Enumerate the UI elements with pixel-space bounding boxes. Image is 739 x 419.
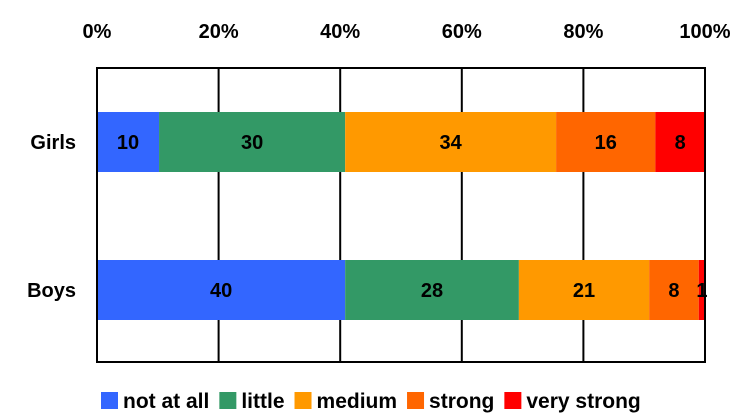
x-tick-label: 80%: [563, 21, 603, 43]
legend-swatch-little: [219, 392, 237, 409]
bar-segment-boys-little: [345, 260, 519, 320]
data-label: 40: [210, 280, 232, 302]
legend-swatch-medium: [294, 392, 312, 409]
labels-layer: 10 30 34 16 840 28 21 8 1: [117, 132, 708, 302]
data-label: 1: [696, 280, 707, 302]
legend-label-not-at-all: not at all: [123, 390, 209, 413]
legend-label-little: little: [241, 390, 284, 413]
legend-label-very-strong: very strong: [526, 390, 640, 413]
bar-segment-girls-very-strong: [655, 112, 705, 172]
category-label-boys: Boys: [27, 280, 76, 302]
bar-segment-girls-strong: [556, 112, 656, 172]
axis-layer: 0% 20% 40% 60% 80% 100% Girls Boys: [27, 21, 731, 363]
legend-label-strong: strong: [429, 390, 494, 413]
legend-swatch-very-strong: [504, 392, 522, 409]
data-label: 21: [573, 280, 595, 302]
x-tick-label: 0%: [83, 21, 112, 43]
data-label: 30: [241, 132, 263, 154]
bar-segment-girls-not-at-all: [97, 112, 160, 172]
legend: not at all little medium strong very strong: [101, 390, 641, 413]
x-tick-label: 60%: [442, 21, 482, 43]
data-label: 34: [440, 132, 463, 154]
bar-segment-girls-little: [159, 112, 346, 172]
plot-frame: [96, 67, 706, 363]
data-label: 10: [117, 132, 139, 154]
legend-swatch-strong: [407, 392, 425, 409]
x-tick-label: 20%: [199, 21, 239, 43]
data-label: 8: [668, 280, 679, 302]
bar-segment-boys-strong: [649, 260, 699, 320]
bar-segment-boys-not-at-all: [97, 260, 346, 320]
legend-label-medium: medium: [317, 390, 398, 413]
data-label: 16: [595, 132, 617, 154]
x-tick-label: 40%: [320, 21, 360, 43]
bar-segment-boys-medium: [518, 260, 650, 320]
data-label: 8: [675, 132, 686, 154]
bars-layer: [97, 112, 705, 320]
legend-swatch-not-at-all: [101, 392, 118, 409]
x-tick-label: 100%: [679, 21, 730, 43]
category-label-girls: Girls: [30, 132, 76, 154]
bar-segment-boys-very-strong: [698, 260, 705, 320]
data-label: 28: [421, 280, 443, 302]
bar-segment-girls-medium: [345, 112, 557, 172]
